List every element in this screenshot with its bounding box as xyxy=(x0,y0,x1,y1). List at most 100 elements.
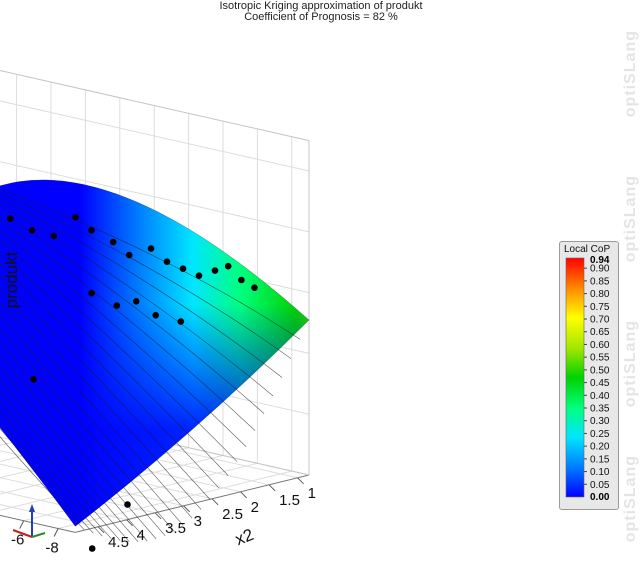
colorbar-tick-label: 0.15 xyxy=(590,454,610,465)
data-point xyxy=(211,267,219,274)
colorbar-tick-label: 0.25 xyxy=(590,429,610,440)
colorbar-legend: Local CoP 0.94 0.90 0.85 0.80 0.75 0.70 0.65 0.… xyxy=(559,241,619,510)
contour-line xyxy=(0,204,274,397)
x2-tick-label: 2.5 xyxy=(222,506,243,523)
x2-tick-label: 1 xyxy=(308,485,316,502)
x2-tick-mark xyxy=(268,484,276,492)
x2-tick-mark xyxy=(97,526,105,534)
contour-line xyxy=(0,400,121,541)
axis-box-edge xyxy=(0,70,310,142)
colorbar-tick-label: 0.05 xyxy=(590,480,610,491)
colorbar: 0.940.900.85 0.80 0.75 0.700.65 0.60 0.550.50… xyxy=(565,255,610,503)
colorbar-tick-label: 0.50 xyxy=(590,365,610,376)
triad-y-axis xyxy=(31,532,46,538)
z-axis-label: produkt xyxy=(2,251,21,308)
data-point xyxy=(50,232,58,240)
data-point xyxy=(132,298,140,305)
axis-box-edge xyxy=(75,474,310,533)
triad-z-arrow xyxy=(29,504,35,512)
chart-subtitle: Coefficient of Prognosis = 82 % xyxy=(244,11,398,23)
contour-line xyxy=(0,341,166,536)
contour-line xyxy=(0,436,85,531)
data-point xyxy=(28,227,36,234)
contour-line xyxy=(0,220,256,431)
data-point xyxy=(30,375,37,383)
colorbar-tick-label: 0.85 xyxy=(590,276,610,287)
contour-line xyxy=(0,366,148,542)
colorbar-title: Local CoP xyxy=(564,244,611,255)
contour-line xyxy=(0,419,103,537)
data-point xyxy=(152,311,159,319)
data-point xyxy=(195,272,203,280)
x5-tick-label: -6 xyxy=(11,532,24,549)
x5-tick-mark xyxy=(53,528,59,537)
axis-box-edge xyxy=(0,514,76,533)
contour-line xyxy=(0,275,211,500)
x2-tick-label: 2 xyxy=(251,499,259,516)
data-point xyxy=(124,501,131,508)
colorbar-tick-label: 0.65 xyxy=(590,327,610,338)
colorbar-tick-label: 0.55 xyxy=(590,353,610,364)
colorbar-tick-label: 0.40 xyxy=(590,391,610,402)
surface-shading xyxy=(0,179,309,527)
colorbar-gradient xyxy=(565,257,585,498)
x2-axis-label: x2 xyxy=(232,525,256,549)
contour-line xyxy=(0,389,130,542)
colorbar-max-label: 0.94 xyxy=(590,255,610,266)
data-point xyxy=(109,238,117,246)
contour-line xyxy=(0,229,247,447)
data-point xyxy=(224,262,232,270)
x5-tick-mark xyxy=(19,520,25,529)
data-point xyxy=(88,227,95,234)
x2-tick-mark xyxy=(297,477,304,485)
x2-tick-label: 4 xyxy=(137,527,145,544)
contour-line xyxy=(0,192,292,359)
contour-line xyxy=(0,188,301,340)
colorbar-tick-label: 0.60 xyxy=(590,340,610,351)
contour-line xyxy=(0,301,193,519)
x2-tick-label: 4.5 xyxy=(108,534,129,551)
contour-line xyxy=(0,428,94,534)
colorbar-tick-label: 0.20 xyxy=(590,442,610,453)
colorbar-tick-label: 0.45 xyxy=(590,378,610,389)
gridline xyxy=(0,463,184,507)
data-point xyxy=(125,251,133,259)
contour-line xyxy=(0,288,202,510)
contour-line xyxy=(0,211,265,414)
data-point xyxy=(179,265,187,273)
data-point xyxy=(251,284,258,292)
data-point xyxy=(163,258,171,266)
data-point xyxy=(238,276,245,284)
contour-line xyxy=(0,197,283,378)
data-point xyxy=(147,245,155,252)
x2-tick-label: 3 xyxy=(194,513,202,530)
contour-line xyxy=(0,354,157,540)
x2-tick-mark xyxy=(154,512,162,520)
x2-tick-mark xyxy=(211,498,219,506)
x2-tick-mark xyxy=(240,491,247,499)
data-point xyxy=(88,545,96,552)
x2-tick-mark xyxy=(183,505,190,513)
contour-line xyxy=(0,410,112,539)
surface-outline xyxy=(0,179,310,527)
colorbar-tick-label: 0.30 xyxy=(590,416,610,427)
chart-title: Isotropic Kriging approximation of produ… xyxy=(219,0,423,12)
data-point xyxy=(113,302,121,309)
x5-tick-label: -8 xyxy=(45,540,58,557)
colorbar-tick-label: 0.75 xyxy=(590,302,610,313)
data-point xyxy=(7,215,14,222)
data-point xyxy=(72,213,79,221)
x2-tick-label: 1.5 xyxy=(279,492,300,509)
colorbar-tick-label: 0.80 xyxy=(590,289,610,300)
contour-line xyxy=(0,378,139,543)
contour-line xyxy=(0,263,220,489)
colorbar-tick-label: 0.10 xyxy=(590,467,610,478)
contour-line xyxy=(0,251,229,476)
colorbar-tick-label: 0.35 xyxy=(590,404,610,415)
triad-x-axis xyxy=(12,529,33,538)
x2-tick-label: 3.5 xyxy=(165,520,186,537)
x2-tick-mark xyxy=(126,519,133,527)
colorbar-tick-label: 0.70 xyxy=(590,315,610,326)
